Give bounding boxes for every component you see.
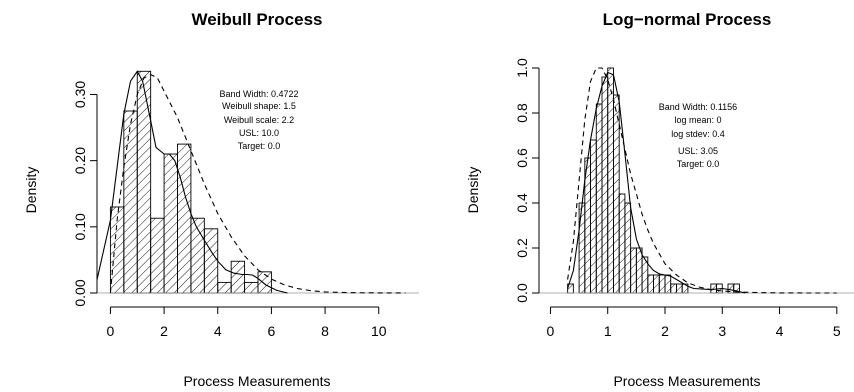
- histogram-bar: [613, 94, 620, 294]
- histogram-bar: [177, 143, 192, 294]
- annotation-target: Target: 0.0: [677, 159, 720, 169]
- y-tick-label: 0.20: [72, 147, 88, 174]
- histogram-bar: [203, 228, 219, 294]
- annotation-logstdev: log stdev: 0.4: [671, 129, 725, 139]
- y-tick-label: 0.6: [514, 148, 530, 168]
- annotation-scale: Weibull scale: 2.2: [224, 115, 294, 125]
- histogram-bar: [601, 76, 609, 294]
- histogram-bar: [635, 247, 643, 294]
- histogram-bar: [136, 70, 152, 294]
- histogram-bar: [658, 274, 666, 294]
- y-tick-label: 0.10: [72, 213, 88, 240]
- histogram-bar: [595, 103, 603, 294]
- x-tick-label: 2: [661, 323, 669, 339]
- y-tick-label: 0.8: [514, 103, 530, 123]
- histogram-bar: [624, 202, 632, 294]
- theoretical-density-curve: [567, 67, 837, 294]
- x-tick-label: 0: [547, 323, 555, 339]
- x-tick-label: 6: [268, 323, 276, 339]
- chart-title: Log−normal Process: [603, 10, 772, 29]
- annotation-target: Target: 0.0: [238, 141, 281, 151]
- x-axis-label: Process Measurements: [183, 373, 330, 389]
- histogram-bar: [163, 153, 178, 294]
- annotation-bandwidth: Band Width: 0.4722: [219, 89, 298, 99]
- histogram-bar: [123, 110, 138, 294]
- annotation-usl: USL: 3.05: [678, 146, 718, 156]
- histogram-bar: [584, 157, 591, 294]
- x-tick-label: 8: [321, 323, 329, 339]
- x-tick-label: 1: [604, 323, 612, 339]
- histogram-bar: [230, 260, 246, 294]
- annotation-bandwidth: Band Width: 0.1156: [659, 102, 737, 112]
- histogram-bar: [653, 274, 660, 294]
- weibull-panel: Weibull Process Process Measurements Den…: [23, 10, 419, 389]
- y-tick-label: 0.0: [514, 283, 530, 303]
- y-tick-label: 0.00: [72, 279, 88, 306]
- histogram-bar: [578, 202, 586, 294]
- x-tick-label: 5: [833, 323, 841, 339]
- x-axis-label: Process Measurements: [613, 373, 760, 389]
- lognormal-panel: Log−normal Process Process Measurements …: [465, 10, 854, 389]
- kernel-density-curve: [567, 71, 746, 294]
- x-tick-label: 4: [214, 323, 222, 339]
- histogram-bar: [664, 274, 672, 294]
- histogram-bar: [607, 67, 614, 294]
- x-tick-label: 10: [371, 323, 387, 339]
- annotation-block: Band Width: 0.4722 Weibull shape: 1.5 We…: [219, 89, 298, 151]
- histogram-bar: [710, 283, 717, 294]
- x-tick-label: 3: [718, 323, 726, 339]
- chart-title: Weibull Process: [191, 10, 322, 29]
- histogram-bar: [676, 283, 683, 294]
- histogram-bar: [150, 217, 165, 294]
- histogram-bar: [670, 283, 677, 294]
- histogram-bar: [244, 281, 259, 294]
- y-tick-label: 0.4: [514, 193, 530, 213]
- y-tick-label: 1.0: [514, 58, 530, 78]
- y-tick-label: 0.30: [72, 81, 88, 108]
- y-axis-label: Density: [465, 167, 481, 214]
- kernel-density-curve: [96, 70, 288, 294]
- annotation-usl: USL: 10.0: [239, 128, 279, 138]
- y-axis-label: Density: [23, 167, 39, 214]
- x-tick-label: 0: [107, 323, 115, 339]
- annotation-shape: Weibull shape: 1.5: [222, 101, 296, 111]
- x-tick-label: 4: [776, 323, 784, 339]
- histogram-bar: [217, 281, 232, 294]
- x-tick-label: 2: [160, 323, 168, 339]
- histogram-bar: [630, 247, 637, 294]
- annotation-block: Band Width: 0.1156 log mean: 0 log stdev…: [659, 102, 737, 169]
- histogram-bar: [647, 274, 654, 294]
- y-tick-label: 0.2: [514, 238, 530, 258]
- annotation-logmean: log mean: 0: [674, 115, 721, 125]
- histogram-bar: [618, 193, 626, 294]
- histogram-bar: [590, 139, 597, 294]
